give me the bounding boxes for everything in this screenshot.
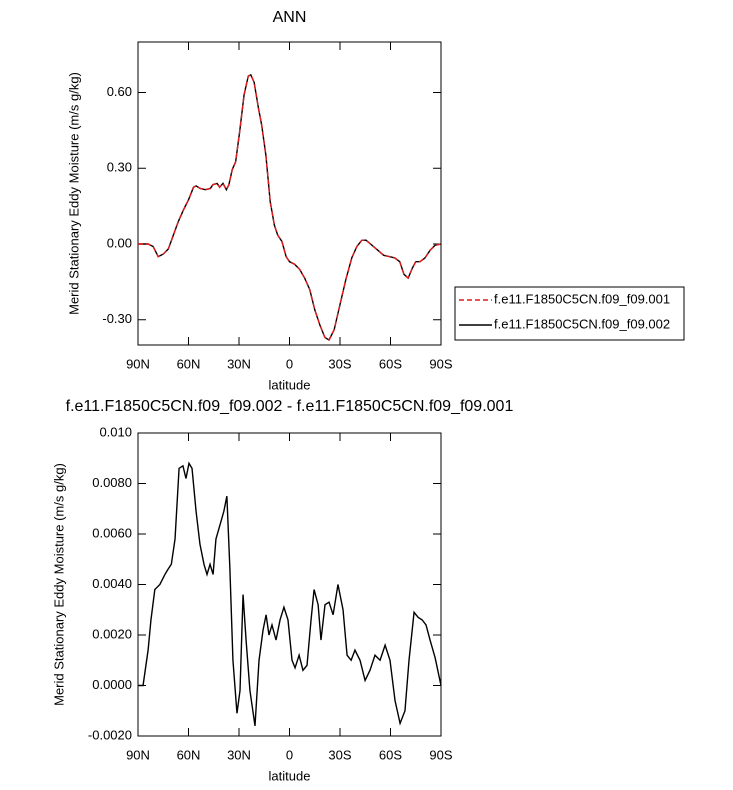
x-axis-label: latitude — [269, 768, 311, 783]
y-axis-label: Merid Stationary Eddy Moisture (m/s g/kg… — [51, 463, 66, 706]
chart-title: ANN — [273, 9, 307, 26]
y-tick-label: 0.00 — [107, 235, 132, 250]
y-tick-label: 0.0000 — [92, 677, 132, 692]
x-tick-label: 30N — [227, 747, 251, 762]
x-tick-label: 30N — [227, 356, 251, 371]
x-tick-label: 90S — [429, 356, 452, 371]
plot-frame — [137, 432, 442, 737]
x-tick-label: 0 — [286, 356, 293, 371]
x-tick-label: 90N — [126, 747, 150, 762]
x-tick-label: 60S — [379, 747, 402, 762]
data-line — [138, 73, 442, 341]
y-tick-label: 0.0060 — [92, 525, 132, 540]
x-axis-label: latitude — [269, 377, 311, 392]
y-tick-label: 0.0080 — [92, 475, 132, 490]
data-line — [138, 73, 442, 341]
x-tick-label: 30S — [328, 747, 351, 762]
y-tick-label: 0.60 — [107, 84, 132, 99]
y-tick-label: -0.0020 — [88, 727, 132, 742]
x-tick-label: 90N — [126, 356, 150, 371]
y-tick-label: 0.0020 — [92, 626, 132, 641]
x-tick-label: 30S — [328, 356, 351, 371]
data-line — [138, 461, 442, 726]
legend-box — [454, 286, 685, 341]
y-tick-label: -0.30 — [102, 311, 132, 326]
legend-label: f.e11.F1850C5CN.f09_f09.001 — [494, 291, 670, 306]
x-tick-label: 60S — [379, 356, 402, 371]
y-tick-label: 0.010 — [99, 424, 132, 439]
x-tick-label: 90S — [429, 747, 452, 762]
plot-frame — [137, 41, 442, 346]
y-tick-label: 0.30 — [107, 160, 132, 175]
x-tick-label: 0 — [286, 747, 293, 762]
legend-label: f.e11.F1850C5CN.f09_f09.002 — [494, 316, 670, 331]
x-tick-label: 60N — [177, 356, 201, 371]
x-tick-label: 60N — [177, 747, 201, 762]
chart-title: f.e11.F1850C5CN.f09_f09.002 - f.e11.F185… — [66, 398, 514, 415]
y-axis-label: Merid Stationary Eddy Moisture (m/s g/kg… — [66, 72, 81, 315]
y-tick-label: 0.0040 — [92, 576, 132, 591]
